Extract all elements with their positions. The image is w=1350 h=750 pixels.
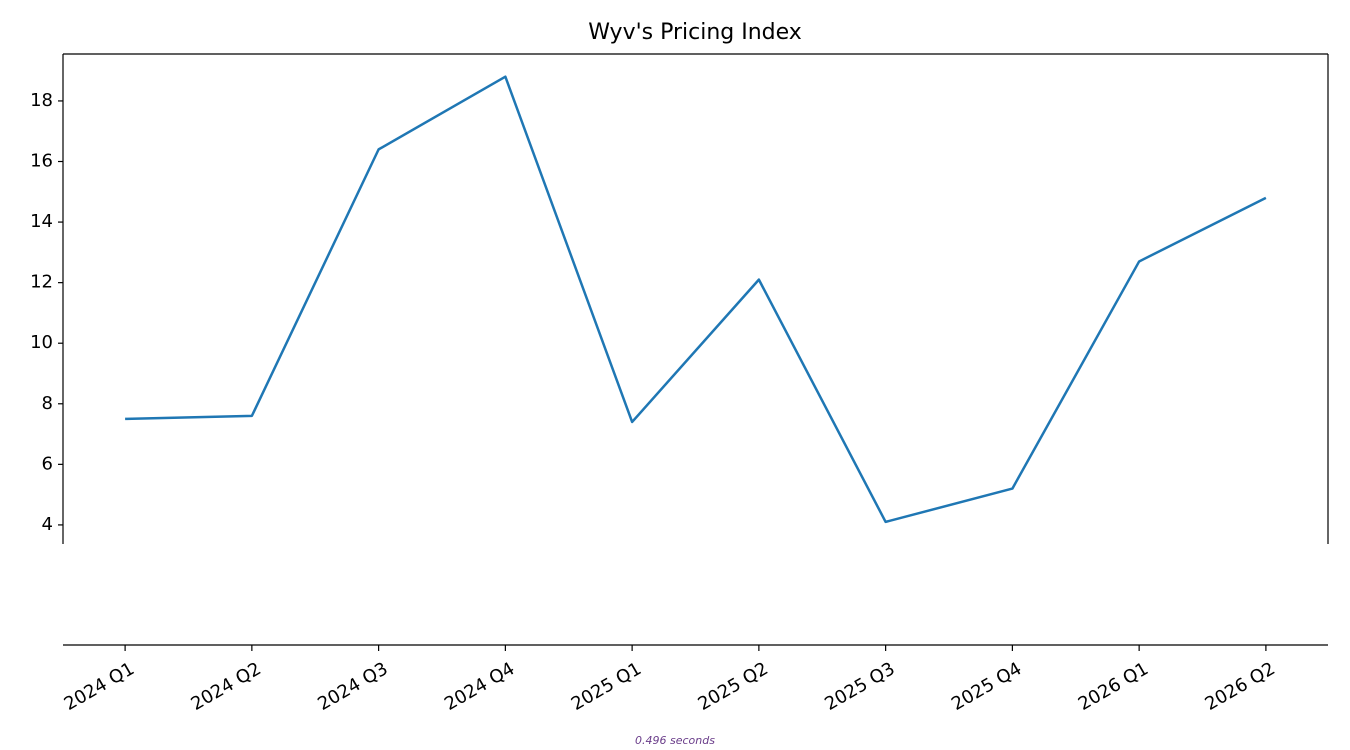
y-tick-label: 12 [30, 272, 53, 293]
chart-title: Wyv's Pricing Index [588, 20, 802, 45]
y-tick-label: 10 [30, 332, 53, 353]
y-tick-label: 18 [30, 90, 53, 111]
y-tick-label: 16 [30, 151, 53, 172]
y-tick-label: 14 [30, 211, 53, 232]
y-tick-label: 8 [42, 393, 53, 414]
y-tick-label: 6 [42, 453, 53, 474]
y-tick-label: 4 [42, 514, 53, 535]
line-series [125, 75, 1267, 524]
footer-note: 0.496 seconds [635, 734, 715, 747]
